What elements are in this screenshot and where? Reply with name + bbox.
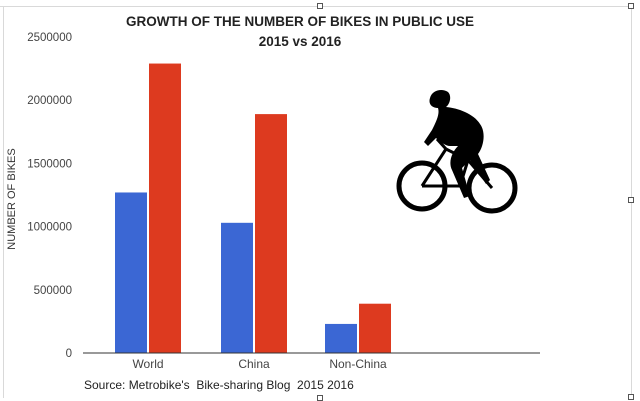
bar-2015-china <box>221 222 253 353</box>
y-tick-labels: 0 500000 1000000 1500000 2000000 2500000 <box>27 32 72 360</box>
y-tick-label: 1000000 <box>27 222 72 234</box>
y-tick-label: 2500000 <box>27 32 72 44</box>
bar-2016-non-china <box>359 303 391 353</box>
y-tick-label: 500000 <box>34 285 72 297</box>
resize-handle-top-middle[interactable] <box>317 3 323 9</box>
bar-2015-world <box>115 192 147 353</box>
resize-handle-right-middle[interactable] <box>628 197 634 203</box>
bar-2016-china <box>255 114 287 353</box>
resize-handle-top-right[interactable] <box>628 3 634 9</box>
bar-2016-world <box>149 63 181 353</box>
bars <box>115 63 391 353</box>
x-tick-label: China <box>238 357 270 371</box>
chart-title: GROWTH OF THE NUMBER OF BIKES IN PUBLIC … <box>125 14 474 29</box>
y-tick-label: 0 <box>66 348 72 360</box>
cyclist-silhouette-icon <box>396 90 518 214</box>
chart-subtitle: 2015 vs 2016 <box>258 34 342 49</box>
y-tick-label: 1500000 <box>27 158 72 170</box>
bar-2015-non-china <box>325 323 357 353</box>
chart-title-block: GROWTH OF THE NUMBER OF BIKES IN PUBLIC … <box>90 12 510 52</box>
frame-left-border <box>3 6 4 398</box>
x-tick-label: Non-China <box>329 357 387 371</box>
source-caption: Source: Metrobike's Bike-sharing Blog 20… <box>84 378 354 392</box>
y-tick-label: 2000000 <box>27 95 72 107</box>
x-tick-label: World <box>132 357 163 371</box>
x-tick-labels: World China Non-China <box>132 357 387 371</box>
